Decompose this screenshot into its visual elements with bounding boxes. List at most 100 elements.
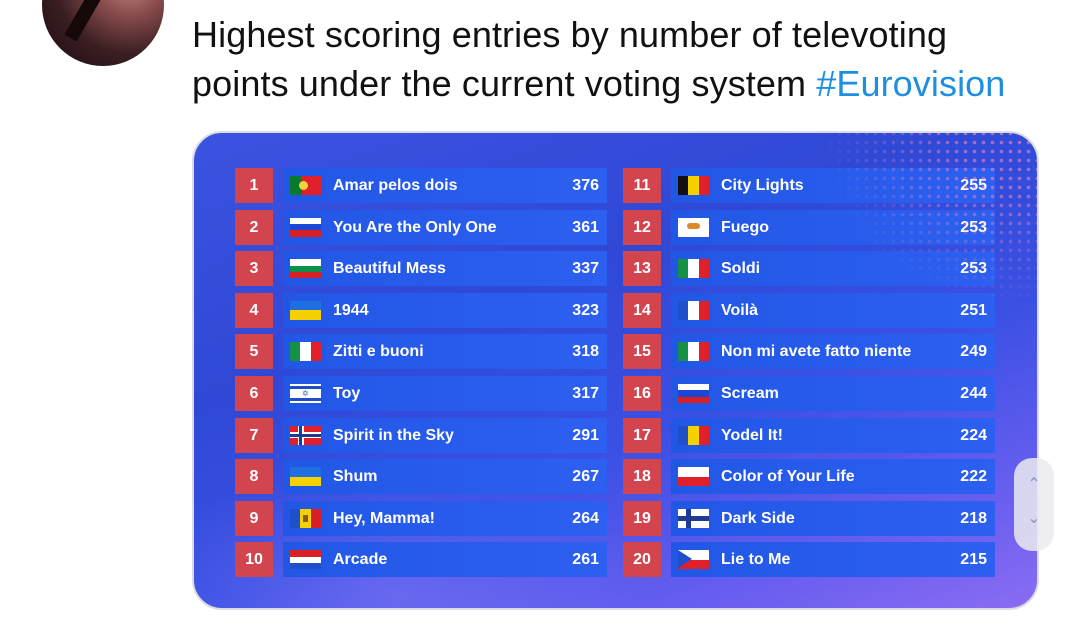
entry-bar: Non mi avete fatto niente 249 [671, 334, 995, 370]
entry-bar: Amar pelos dois 376 [283, 168, 607, 203]
points-value: 251 [960, 301, 987, 319]
song-title: Amar pelos dois [333, 177, 458, 194]
entry-bar: Arcade 261 [283, 542, 607, 578]
song-title: Lie to Me [721, 551, 791, 569]
russia-flag-icon [678, 384, 709, 403]
leaderboard-row: 20 Lie to Me 215 [623, 542, 995, 578]
points-value: 255 [960, 177, 987, 194]
leaderboard-row: 1 Amar pelos dois 376 [235, 168, 607, 203]
leaderboard-row: 13 Soldi 253 [623, 251, 995, 287]
leaderboard-row: 5 Zitti e buoni 318 [235, 334, 607, 370]
entry-bar: Zitti e buoni 318 [283, 334, 607, 370]
points-value: 218 [960, 509, 987, 527]
song-title: Arcade [333, 551, 388, 569]
belgium-flag-icon [678, 176, 709, 195]
leaderboard-row: 4 1944 323 [235, 292, 607, 328]
song-title: Zitti e buoni [333, 343, 424, 361]
song-title: Scream [721, 385, 779, 402]
leaderboard-row: 19 Dark Side 218 [623, 500, 995, 536]
entry-bar: Lie to Me 215 [671, 542, 995, 578]
leaderboard-row: 16 Scream 244 [623, 376, 995, 411]
rank-badge: 16 [623, 376, 661, 411]
user-avatar[interactable] [42, 0, 164, 66]
cyprus-flag-icon [678, 217, 709, 237]
rank-badge: 1 [235, 168, 273, 203]
leaderboard-row: 12 Fuego 253 [623, 209, 995, 245]
leaderboard-row: 17 Yodel It! 224 [623, 417, 995, 453]
song-title: Yodel It! [721, 426, 783, 444]
points-value: 261 [572, 551, 599, 569]
points-value: 224 [960, 426, 987, 444]
song-title: 1944 [333, 301, 369, 319]
portugal-flag-icon [290, 176, 321, 195]
rank-badge: 9 [235, 500, 273, 536]
leaderboard-row: 14 Voilà 251 [623, 292, 995, 328]
song-title: Fuego [721, 218, 769, 236]
rank-badge: 19 [623, 500, 661, 536]
song-title: Dark Side [721, 509, 795, 527]
italy-flag-icon [290, 342, 321, 362]
ukraine-flag-icon [290, 300, 321, 320]
points-value: 291 [572, 426, 599, 444]
song-title: Soldi [721, 260, 761, 278]
italy-flag-icon [678, 342, 709, 362]
points-value: 318 [572, 343, 599, 361]
rank-badge: 13 [623, 251, 661, 287]
song-title: Beautiful Mess [333, 260, 446, 278]
tweet-media-image[interactable]: 1 Amar pelos dois 376 2 You Are the Only One… [192, 131, 1039, 610]
czechia-flag-icon [678, 550, 709, 570]
rank-badge: 14 [623, 292, 661, 328]
song-title: Non mi avete fatto niente [721, 343, 912, 361]
rank-badge: 4 [235, 292, 273, 328]
leaderboard-row: 8 Shum 267 [235, 459, 607, 495]
rank-badge: 18 [623, 459, 661, 495]
israel-flag-icon: ✡ [290, 384, 321, 403]
leaderboard-row: 11 City Lights 255 [623, 168, 995, 203]
rank-badge: 7 [235, 417, 273, 453]
scroll-control[interactable]: ⌃ ⌄ [1014, 458, 1054, 551]
song-title: Voilà [721, 301, 759, 319]
leaderboard-row: 3 Beautiful Mess 337 [235, 251, 607, 287]
rank-badge: 17 [623, 417, 661, 453]
entry-bar: Fuego 253 [671, 209, 995, 245]
leaderboard-row: 15 Non mi avete fatto niente 249 [623, 334, 995, 370]
tweet-text: Highest scoring entries by number of tel… [192, 10, 1052, 108]
points-value: 323 [572, 301, 599, 319]
leaderboard-row: 2 You Are the Only One 361 [235, 209, 607, 245]
points-value: 267 [572, 468, 599, 486]
rank-badge: 5 [235, 334, 273, 370]
moldova-flag-icon [290, 508, 321, 528]
points-value: 317 [572, 385, 599, 402]
song-title: Spirit in the Sky [333, 426, 454, 444]
entry-bar: Shum 267 [283, 459, 607, 495]
song-title: Hey, Mamma! [333, 509, 435, 527]
rank-badge: 8 [235, 459, 273, 495]
rank-badge: 20 [623, 542, 661, 578]
entry-bar: Spirit in the Sky 291 [283, 417, 607, 453]
entry-bar: Color of Your Life 222 [671, 459, 995, 495]
hashtag-link[interactable]: #Eurovision [816, 63, 1006, 104]
entry-bar: City Lights 255 [671, 168, 995, 203]
netherlands-flag-icon [290, 550, 321, 570]
entry-bar: Scream 244 [671, 376, 995, 411]
bulgaria-flag-icon [290, 259, 321, 279]
points-value: 361 [572, 218, 599, 236]
entry-bar: 1944 323 [283, 292, 607, 328]
rank-badge: 6 [235, 376, 273, 411]
leaderboard-row: 18 Color of Your Life 222 [623, 459, 995, 495]
italy-flag-icon [678, 259, 709, 279]
norway-flag-icon [290, 425, 321, 445]
romania-flag-icon [678, 425, 709, 445]
chevron-down-icon[interactable]: ⌄ [1027, 510, 1041, 527]
rank-badge: 15 [623, 334, 661, 370]
chevron-up-icon[interactable]: ⌃ [1027, 476, 1041, 493]
rank-badge: 12 [623, 209, 661, 245]
points-value: 222 [960, 468, 987, 486]
tweet-body: Highest scoring entries by number of tel… [192, 14, 948, 104]
televoting-leaderboard: 1 Amar pelos dois 376 2 You Are the Only One… [194, 133, 1037, 608]
leaderboard-row: 6 ✡ Toy 317 [235, 376, 607, 411]
entry-bar: Yodel It! 224 [671, 417, 995, 453]
rank-badge: 11 [623, 168, 661, 203]
entry-bar: You Are the Only One 361 [283, 209, 607, 245]
ukraine-flag-icon [290, 467, 321, 487]
